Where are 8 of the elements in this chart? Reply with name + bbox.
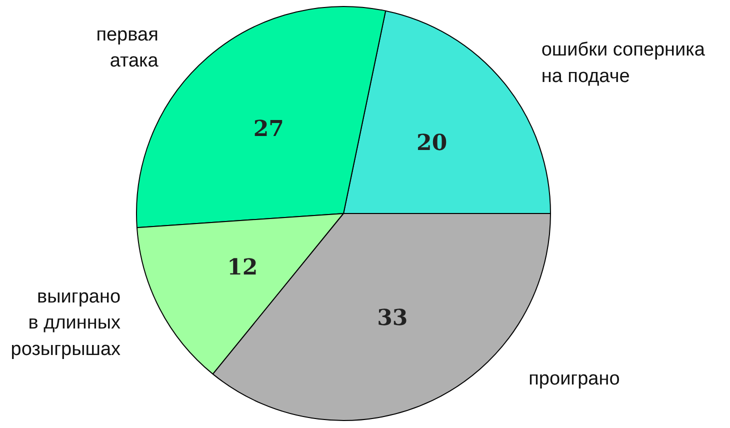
slice-label: ошибки соперника на подаче: [541, 40, 706, 87]
data-label: 27: [253, 116, 284, 142]
data-label: 12: [227, 254, 258, 280]
slice-label: выиграно в длинных розыгрышах: [10, 286, 122, 360]
slice-label: проиграно: [528, 368, 620, 390]
data-label: 33: [377, 304, 408, 331]
slice-label: первая атака: [96, 24, 159, 72]
data-label: 20: [416, 130, 448, 156]
